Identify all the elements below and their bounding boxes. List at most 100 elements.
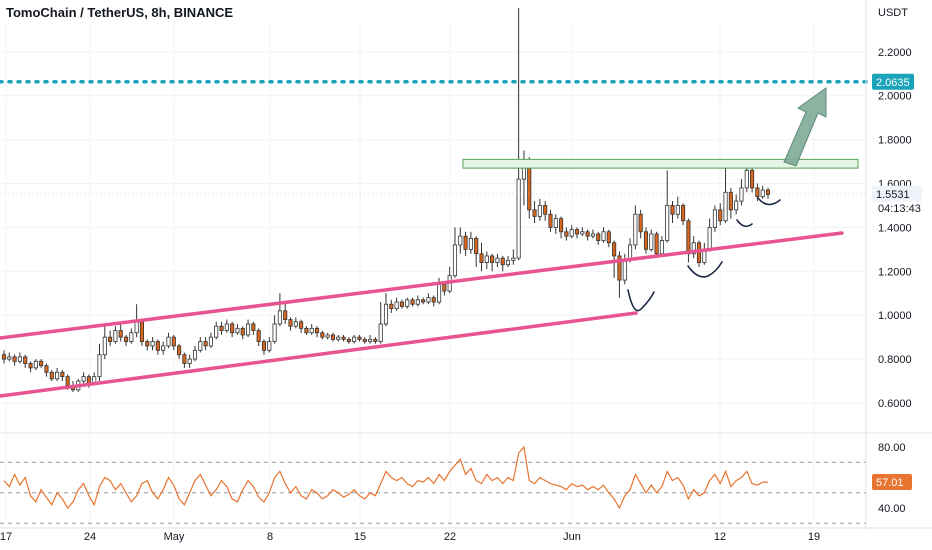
candle-body [171, 336, 176, 347]
x-tick-label: 8 [267, 531, 273, 543]
candle-body [437, 284, 442, 303]
candle-body [468, 237, 473, 250]
candle-body [548, 213, 553, 228]
candle-body [590, 233, 595, 237]
candle-body [256, 330, 261, 342]
candle-body [654, 233, 659, 255]
target-price-tag: 2.0635 [872, 73, 914, 90]
current-price-tag-bg [872, 185, 922, 202]
candle-body [410, 299, 415, 305]
candle-body [553, 218, 558, 228]
higher-low-mark [627, 289, 655, 312]
candle-body [81, 376, 86, 382]
candle-body [139, 321, 144, 342]
candle-body [564, 231, 569, 237]
candle-body [500, 257, 505, 266]
candle-body [23, 356, 28, 364]
x-tick-label: 17 [0, 531, 12, 543]
candle-body [203, 341, 208, 347]
x-tick-label: 12 [714, 531, 726, 543]
candle-body [362, 338, 367, 342]
candle-body [505, 259, 511, 266]
candle-body [765, 189, 771, 195]
candle-body [192, 349, 198, 360]
candle-body [108, 336, 113, 342]
candle-body [707, 226, 712, 250]
candle-body [755, 187, 760, 198]
channel-lower-line [0, 311, 638, 398]
candle-body [574, 229, 580, 235]
candle-body [389, 303, 394, 310]
candle-body [1, 354, 7, 360]
rsi-value-tag-text: 57.01 [876, 477, 904, 489]
candle-body [288, 319, 293, 327]
candle-body [368, 338, 373, 342]
candle-body [177, 345, 182, 356]
candle-body [39, 360, 44, 367]
candle-body [182, 354, 187, 364]
candle-body [750, 169, 755, 189]
candle-body [118, 330, 123, 338]
candle-body [670, 205, 675, 215]
candle-body [49, 371, 54, 380]
x-tick-label: Jun [563, 531, 581, 543]
candle-body [251, 323, 256, 331]
candle-body [134, 321, 139, 334]
candle-body [161, 345, 166, 351]
candle-body [129, 332, 134, 342]
candle-body [166, 336, 171, 347]
candle-body [86, 376, 91, 384]
candle-body [649, 233, 654, 250]
candle-body [309, 327, 314, 334]
candle-body [277, 310, 282, 325]
candle-body [442, 284, 447, 292]
rsi-line [3, 445, 768, 510]
candle-body [97, 354, 102, 378]
candle-body [511, 257, 516, 261]
candle-body [155, 341, 160, 351]
channel-upper-line [0, 231, 844, 340]
candle-body [622, 259, 627, 281]
candle-body [665, 205, 670, 241]
rsi-tick-label: 40.00 [878, 503, 906, 515]
candle-body [55, 371, 60, 380]
candle-body [240, 327, 245, 336]
candle-body [123, 336, 129, 342]
candle-body [606, 231, 611, 244]
candle-body [214, 325, 219, 338]
x-tick-label: 15 [354, 531, 366, 543]
x-tick-label: 22 [444, 531, 456, 543]
y-tick-label: 1.8000 [878, 135, 912, 147]
candle-body [219, 325, 224, 331]
candle-body [145, 341, 150, 347]
higher-low-mark [736, 219, 753, 228]
candle-body [304, 327, 309, 334]
candle-body [394, 301, 399, 310]
chart-title: TomoChain / TetherUS, 8h, BINANCE [6, 5, 234, 20]
candle-body [490, 255, 495, 263]
candle-body [659, 240, 664, 255]
candle-body [60, 371, 65, 378]
x-tick-label: 24 [84, 531, 96, 543]
x-tick-label: 19 [808, 531, 820, 543]
candle-body [293, 321, 298, 327]
candle-body [230, 323, 235, 334]
higher-low-mark [757, 197, 781, 206]
candle-body [198, 341, 203, 351]
candle-body [65, 376, 70, 386]
x-tick-label: May [164, 531, 185, 543]
candle-body [102, 336, 107, 356]
candle-body [585, 231, 590, 237]
candle-body [283, 310, 288, 320]
candle-body [718, 209, 723, 222]
candle-body [601, 231, 606, 241]
rsi-value-tag: 57.01 [872, 474, 912, 491]
candle-body [479, 253, 484, 263]
breakout-arrow-icon [783, 87, 827, 167]
countdown-label: 04:13:43 [878, 203, 921, 215]
candle-body [28, 363, 33, 369]
candle-body [760, 189, 765, 198]
candle-body [373, 338, 378, 342]
